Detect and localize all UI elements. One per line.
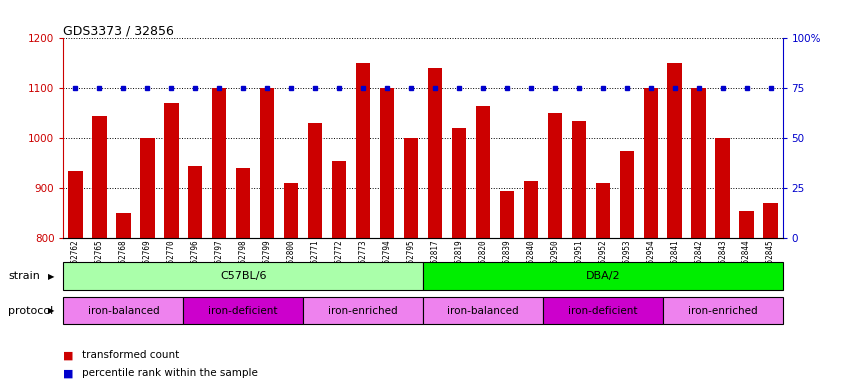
Text: iron-balanced: iron-balanced (88, 306, 159, 316)
Bar (284, 183, 299, 238)
Text: iron-deficient: iron-deficient (568, 306, 638, 316)
Bar (332, 161, 346, 238)
Bar (404, 138, 418, 238)
Bar (763, 203, 777, 238)
Bar (423, 262, 783, 290)
Bar (184, 297, 303, 324)
Bar (524, 180, 538, 238)
Bar (380, 88, 394, 238)
Bar (188, 166, 202, 238)
Text: transformed count: transformed count (82, 350, 179, 360)
Bar (236, 168, 250, 238)
Bar (619, 151, 634, 238)
Bar (92, 116, 107, 238)
Bar (212, 88, 227, 238)
Bar (116, 213, 130, 238)
Text: iron-balanced: iron-balanced (448, 306, 519, 316)
Bar (303, 297, 423, 324)
Bar (543, 297, 662, 324)
Bar (423, 297, 543, 324)
Text: protocol: protocol (8, 306, 53, 316)
Text: iron-enriched: iron-enriched (328, 306, 398, 316)
Bar (691, 88, 706, 238)
Text: ▶: ▶ (48, 306, 55, 315)
Text: percentile rank within the sample: percentile rank within the sample (82, 368, 258, 378)
Bar (63, 297, 184, 324)
Bar (260, 88, 274, 238)
Bar (547, 113, 562, 238)
Bar (69, 170, 83, 238)
Text: ■: ■ (63, 368, 74, 378)
Bar (63, 262, 423, 290)
Bar (716, 138, 730, 238)
Text: DBA/2: DBA/2 (585, 271, 620, 281)
Text: ■: ■ (63, 350, 74, 360)
Bar (500, 190, 514, 238)
Text: iron-deficient: iron-deficient (208, 306, 278, 316)
Bar (140, 138, 155, 238)
Bar (572, 121, 586, 238)
Bar (428, 68, 442, 238)
Bar (662, 297, 783, 324)
Text: C57BL/6: C57BL/6 (220, 271, 266, 281)
Bar (644, 88, 658, 238)
Text: GDS3373 / 32856: GDS3373 / 32856 (63, 24, 174, 37)
Bar (667, 63, 682, 238)
Text: iron-enriched: iron-enriched (688, 306, 757, 316)
Bar (739, 210, 754, 238)
Text: ▶: ▶ (48, 271, 55, 281)
Bar (596, 183, 610, 238)
Bar (475, 106, 490, 238)
Bar (308, 123, 322, 238)
Bar (164, 103, 179, 238)
Text: strain: strain (8, 271, 41, 281)
Bar (356, 63, 371, 238)
Bar (452, 128, 466, 238)
